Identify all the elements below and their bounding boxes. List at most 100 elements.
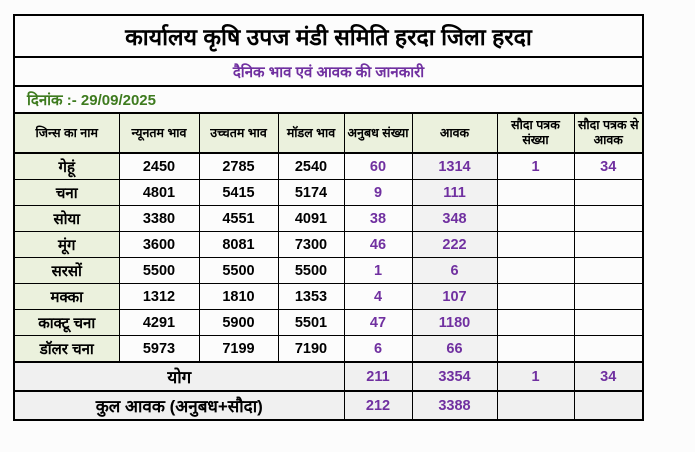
min-price-cell: 2450: [118, 152, 200, 180]
commodity-name-cell: मक्का: [13, 283, 120, 310]
header-aavak: आवक: [411, 112, 498, 154]
modal-price-cell: 7300: [277, 231, 345, 258]
commodity-name-cell: सरसों: [13, 257, 120, 284]
modal-price-cell: 1353: [277, 283, 345, 310]
sauda-aavak-cell: [573, 283, 644, 310]
sauda-count-cell: [496, 179, 575, 206]
grand-total-anubandh-count: 212: [343, 390, 413, 421]
modal-price-cell: 2540: [277, 152, 345, 180]
header-sauda-aavak: सौदा पत्रक से आवक: [573, 112, 644, 154]
page-title: कार्यालय कृषि उपज मंडी समिति हरदा जिला ह…: [13, 14, 644, 58]
commodity-name-cell: काक्टू चना: [13, 309, 120, 336]
aavak-cell: 222: [411, 231, 498, 258]
modal-price-cell: 7190: [277, 335, 345, 363]
grand-total-sauda-count: [496, 390, 575, 421]
commodity-name-cell: गेहूं: [13, 152, 120, 180]
modal-price-cell: 5501: [277, 309, 345, 336]
sauda-count-cell: [496, 335, 575, 363]
table-row: सोया 3380 4551 4091 38 348: [13, 205, 644, 232]
anubandh-count-cell: 60: [343, 152, 413, 180]
commodity-name-cell: मूंग: [13, 231, 120, 258]
table-header-row: जिन्स का नाम न्यूनतम भाव उच्चतम भाव मॉडल…: [13, 112, 644, 154]
min-price-cell: 4291: [118, 309, 200, 336]
header-anubandh-count: अनुबध संख्या: [343, 112, 413, 154]
subtitle-row: दैनिक भाव एवं आवक की जानकारी: [13, 56, 644, 87]
total-aavak: 3354: [411, 361, 498, 392]
page-subtitle: दैनिक भाव एवं आवक की जानकारी: [13, 56, 644, 87]
sauda-aavak-cell: [573, 309, 644, 336]
mandi-rate-table: कार्यालय कृषि उपज मंडी समिति हरदा जिला ह…: [13, 14, 644, 421]
commodity-name-cell: डॉलर चना: [13, 335, 120, 363]
max-price-cell: 5500: [198, 257, 279, 284]
max-price-cell: 7199: [198, 335, 279, 363]
commodity-name-cell: चना: [13, 179, 120, 206]
commodity-name-cell: सोया: [13, 205, 120, 232]
max-price-cell: 5415: [198, 179, 279, 206]
total-sauda-aavak: 34: [573, 361, 644, 392]
min-price-cell: 5973: [118, 335, 200, 363]
table-row: डॉलर चना 5973 7199 7190 6 66: [13, 335, 644, 363]
header-sauda-count: सौदा पत्रक संख्या: [496, 112, 575, 154]
header-modal-price: मॉडल भाव: [277, 112, 345, 154]
sauda-count-cell: [496, 231, 575, 258]
aavak-cell: 1180: [411, 309, 498, 336]
aavak-cell: 111: [411, 179, 498, 206]
aavak-cell: 1314: [411, 152, 498, 180]
table-row: काक्टू चना 4291 5900 5501 47 1180: [13, 309, 644, 336]
anubandh-count-cell: 47: [343, 309, 413, 336]
sauda-aavak-cell: [573, 231, 644, 258]
table-row: मूंग 3600 8081 7300 46 222: [13, 231, 644, 258]
grand-total-sauda-aavak: [573, 390, 644, 421]
min-price-cell: 3380: [118, 205, 200, 232]
max-price-cell: 8081: [198, 231, 279, 258]
aavak-cell: 6: [411, 257, 498, 284]
total-anubandh-count: 211: [343, 361, 413, 392]
report-date: दिनांक :- 29/09/2025: [13, 85, 644, 114]
aavak-cell: 66: [411, 335, 498, 363]
mandi-daily-report: कार्यालय कृषि उपज मंडी समिति हरदा जिला ह…: [13, 14, 644, 421]
min-price-cell: 1312: [118, 283, 200, 310]
sauda-aavak-cell: 34: [573, 152, 644, 180]
header-commodity: जिन्स का नाम: [13, 112, 120, 154]
date-row: दिनांक :- 29/09/2025: [13, 85, 644, 114]
header-min-price: न्यूनतम भाव: [118, 112, 200, 154]
modal-price-cell: 4091: [277, 205, 345, 232]
max-price-cell: 2785: [198, 152, 279, 180]
sauda-aavak-cell: [573, 257, 644, 284]
min-price-cell: 5500: [118, 257, 200, 284]
anubandh-count-cell: 9: [343, 179, 413, 206]
sauda-count-cell: [496, 309, 575, 336]
total-label: योग: [13, 361, 345, 392]
table-row: सरसों 5500 5500 5500 1 6: [13, 257, 644, 284]
total-sauda-count: 1: [496, 361, 575, 392]
modal-price-cell: 5174: [277, 179, 345, 206]
anubandh-count-cell: 1: [343, 257, 413, 284]
min-price-cell: 3600: [118, 231, 200, 258]
total-row: योग 211 3354 1 34: [13, 361, 644, 392]
table-row: गेहूं 2450 2785 2540 60 1314 1 34: [13, 152, 644, 180]
table-row: चना 4801 5415 5174 9 111: [13, 179, 644, 206]
grand-total-row: कुल आवक (अनुबध+सौदा) 212 3388: [13, 390, 644, 421]
sauda-count-cell: [496, 205, 575, 232]
aavak-cell: 107: [411, 283, 498, 310]
max-price-cell: 5900: [198, 309, 279, 336]
sauda-count-cell: [496, 257, 575, 284]
sauda-aavak-cell: [573, 205, 644, 232]
anubandh-count-cell: 38: [343, 205, 413, 232]
modal-price-cell: 5500: [277, 257, 345, 284]
sauda-count-cell: 1: [496, 152, 575, 180]
max-price-cell: 4551: [198, 205, 279, 232]
title-row: कार्यालय कृषि उपज मंडी समिति हरदा जिला ह…: [13, 14, 644, 58]
sauda-aavak-cell: [573, 335, 644, 363]
aavak-cell: 348: [411, 205, 498, 232]
sauda-count-cell: [496, 283, 575, 310]
grand-total-label: कुल आवक (अनुबध+सौदा): [13, 390, 345, 421]
anubandh-count-cell: 46: [343, 231, 413, 258]
table-row: मक्का 1312 1810 1353 4 107: [13, 283, 644, 310]
min-price-cell: 4801: [118, 179, 200, 206]
grand-total-aavak: 3388: [411, 390, 498, 421]
anubandh-count-cell: 4: [343, 283, 413, 310]
header-max-price: उच्चतम भाव: [198, 112, 279, 154]
sauda-aavak-cell: [573, 179, 644, 206]
anubandh-count-cell: 6: [343, 335, 413, 363]
